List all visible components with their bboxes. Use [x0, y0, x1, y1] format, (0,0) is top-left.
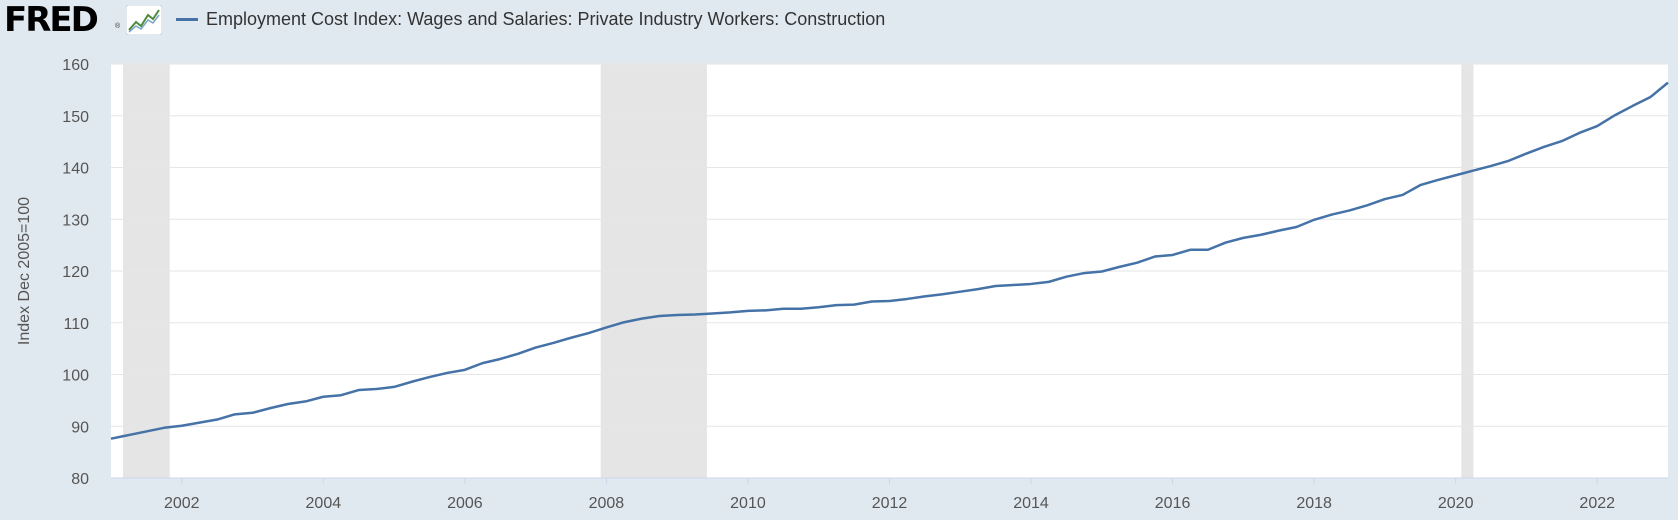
series-line[interactable]: [110, 81, 1669, 440]
x-tick-label: 2008: [589, 495, 625, 512]
x-axis-ticks: 2002 2004 2006 2008 2010 2012 2014 2016 2018 2020…: [164, 478, 1615, 512]
y-axis-title: Index Dec 2005=100: [16, 197, 33, 345]
y-tick-label: 90: [71, 419, 89, 436]
chart-header: FRED ® Employment Cost Index: Wages and …: [0, 0, 1678, 44]
y-tick-label: 130: [62, 212, 89, 229]
y-tick-label: 120: [62, 264, 89, 281]
x-tick-label: 2014: [1013, 495, 1049, 512]
x-tick-label: 2012: [872, 495, 908, 512]
y-tick-label: 140: [62, 161, 89, 178]
line-graph-icon: [126, 5, 162, 35]
x-tick-label: 2006: [447, 495, 483, 512]
x-tick-label: 2020: [1438, 495, 1474, 512]
x-tick-label: 2004: [306, 495, 342, 512]
x-tick-label: 2016: [1155, 495, 1191, 512]
y-tick-label: 80: [71, 471, 89, 488]
y-tick-label: 100: [62, 368, 89, 385]
x-tick-label: 2018: [1296, 495, 1332, 512]
fred-logo[interactable]: FRED: [4, 0, 99, 40]
y-tick-label: 150: [62, 109, 89, 126]
y-axis-ticks: 80 90 100 110 120 130 140 150 160: [62, 57, 89, 488]
x-tick-label: 2022: [1579, 495, 1615, 512]
x-tick-label: 2010: [730, 495, 766, 512]
legend-swatch: [176, 18, 198, 21]
y-tick-label: 160: [62, 57, 89, 74]
legend-series-label[interactable]: Employment Cost Index: Wages and Salarie…: [206, 9, 886, 29]
logo-registered-mark: ®: [115, 23, 121, 30]
y-tick-label: 110: [63, 316, 89, 333]
x-tick-label: 2002: [164, 495, 200, 512]
